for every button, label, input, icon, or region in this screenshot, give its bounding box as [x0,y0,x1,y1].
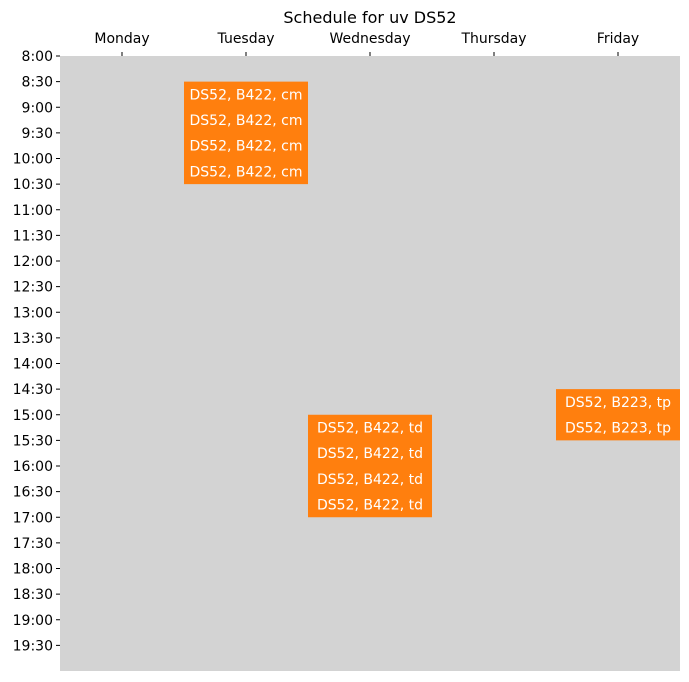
time-label: 11:00 [13,203,53,219]
time-label: 18:00 [13,562,53,578]
time-label: 16:30 [13,485,53,501]
event-block: DS52, B422, cm DS52, B422, cm DS52, B422, … [184,81,308,185]
event-label: DS52, B422, cm [190,139,303,155]
time-label: 10:30 [13,177,53,193]
event-block: DS52, B223, tp DS52, B223, tp [556,389,680,441]
time-label: 9:00 [22,100,53,116]
event-block: DS52, B422, td DS52, B422, td DS52, B422, … [308,414,432,518]
event-label: DS52, B422, cm [190,113,303,129]
day-label: Friday [597,31,639,47]
time-label: 12:00 [13,254,53,270]
plot-background [60,56,680,671]
event-rect [556,389,680,441]
event-label: DS52, B422, cm [190,164,303,180]
time-label: 15:00 [13,408,53,424]
event-label: DS52, B422, td [317,472,423,488]
event-label: DS52, B422, cm [190,87,303,103]
day-label: Tuesday [217,31,275,47]
time-label: 14:00 [13,357,53,373]
day-label: Wednesday [329,31,410,47]
chart-title: Schedule for uv DS52 [283,8,456,27]
event-rect [308,414,432,518]
time-label: 8:30 [22,75,53,91]
time-label: 16:00 [13,459,53,475]
time-label: 11:30 [13,228,53,244]
time-axis: 8:00 8:30 9:00 9:30 10:00 10:30 11:00 11:30 12:0… [13,49,60,654]
time-label: 10:00 [13,152,53,168]
time-label: 13:30 [13,331,53,347]
time-label: 13:00 [13,305,53,321]
time-label: 17:30 [13,536,53,552]
event-label: DS52, B422, td [317,446,423,462]
time-label: 15:30 [13,433,53,449]
time-label: 8:00 [22,49,53,65]
event-label: DS52, B422, td [317,497,423,513]
events-layer: DS52, B422, cm DS52, B422, cm DS52, B422, … [184,81,680,518]
event-label: DS52, B223, tp [565,395,671,411]
day-label: Thursday [460,31,526,47]
time-label: 14:30 [13,382,53,398]
event-label: DS52, B223, tp [565,421,671,437]
time-label: 17:00 [13,510,53,526]
time-label: 9:30 [22,126,53,142]
day-label: Monday [94,31,149,47]
time-label: 18:30 [13,587,53,603]
day-axis: Monday Tuesday Wednesday Thursday Friday [94,31,639,56]
time-label: 19:00 [13,613,53,629]
time-label: 19:30 [13,638,53,654]
time-label: 12:30 [13,280,53,296]
event-rect [184,81,308,185]
event-label: DS52, B422, td [317,421,423,437]
